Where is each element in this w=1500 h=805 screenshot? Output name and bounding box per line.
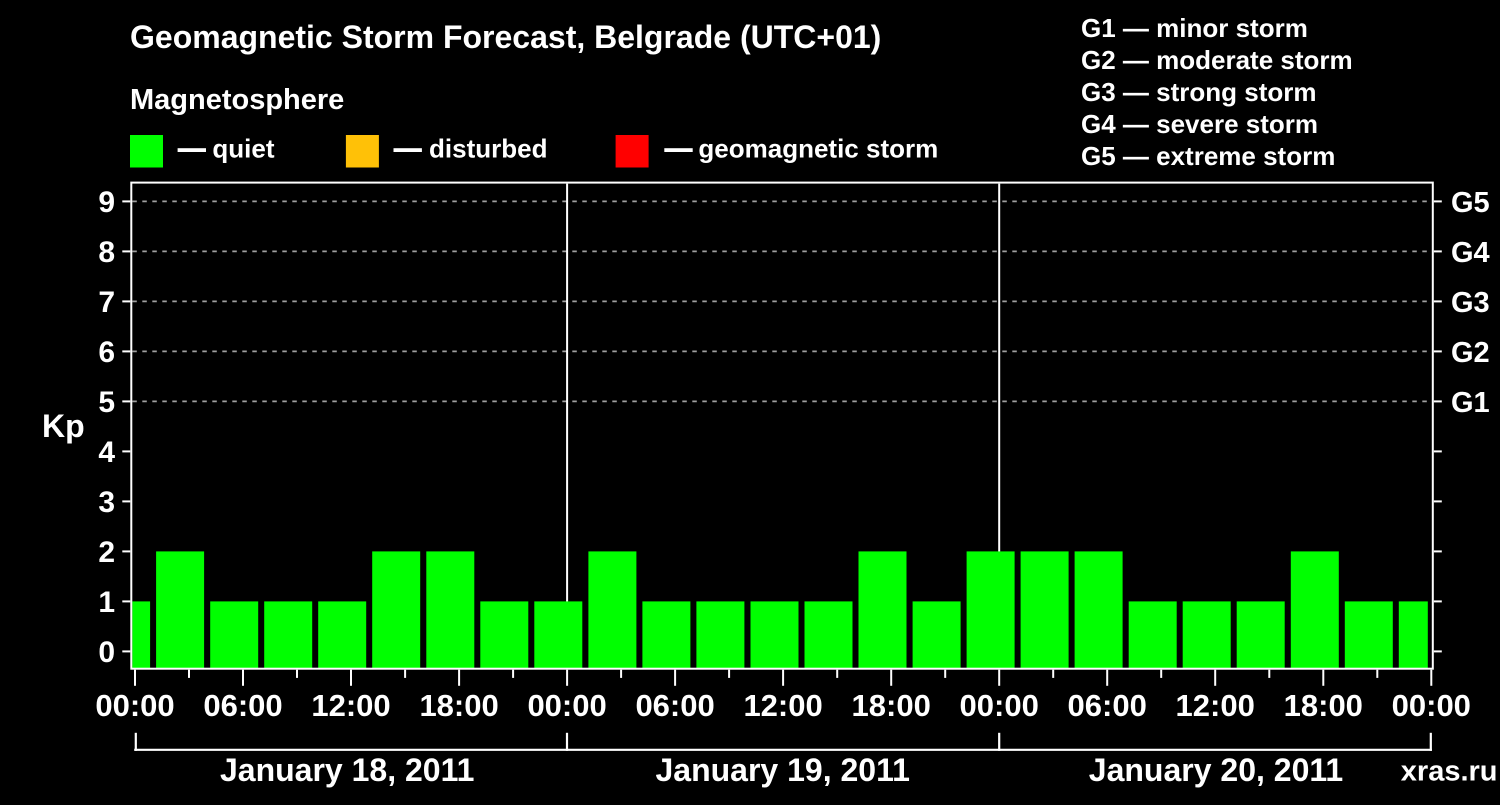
- svg-text:2: 2: [98, 536, 115, 569]
- svg-text:06:00: 06:00: [203, 688, 282, 723]
- svg-text:January 18, 2011: January 18, 2011: [220, 752, 474, 788]
- svg-text:0: 0: [98, 636, 115, 669]
- svg-text:disturbed: disturbed: [429, 134, 547, 164]
- svg-text:5: 5: [98, 386, 115, 419]
- svg-text:G4 — severe storm: G4 — severe storm: [1081, 109, 1318, 139]
- svg-text:00:00: 00:00: [1392, 688, 1471, 723]
- svg-text:8: 8: [98, 236, 115, 269]
- svg-text:18:00: 18:00: [419, 688, 498, 723]
- svg-text:7: 7: [98, 286, 115, 319]
- svg-text:18:00: 18:00: [1284, 688, 1363, 723]
- svg-text:6: 6: [98, 336, 115, 369]
- svg-text:1: 1: [98, 586, 115, 619]
- svg-text:G4: G4: [1451, 237, 1490, 269]
- svg-text:G5 — extreme storm: G5 — extreme storm: [1081, 141, 1335, 171]
- svg-text:Magnetosphere: Magnetosphere: [130, 84, 344, 116]
- svg-text:3: 3: [98, 486, 115, 519]
- svg-text:4: 4: [98, 436, 115, 469]
- svg-text:00:00: 00:00: [960, 688, 1039, 723]
- svg-text:06:00: 06:00: [635, 688, 714, 723]
- svg-text:G5: G5: [1451, 187, 1490, 219]
- svg-text:G1: G1: [1451, 387, 1490, 419]
- svg-text:12:00: 12:00: [1176, 688, 1255, 723]
- svg-text:18:00: 18:00: [852, 688, 931, 723]
- svg-text:January 20, 2011: January 20, 2011: [1089, 752, 1343, 788]
- svg-text:Geomagnetic Storm Forecast, Be: Geomagnetic Storm Forecast, Belgrade (UT…: [130, 19, 881, 55]
- svg-text:00:00: 00:00: [527, 688, 606, 723]
- svg-text:G2: G2: [1451, 337, 1490, 369]
- svg-text:G2 — moderate storm: G2 — moderate storm: [1081, 45, 1353, 75]
- svg-text:G1 — minor storm: G1 — minor storm: [1081, 13, 1308, 43]
- svg-text:January 19, 2011: January 19, 2011: [655, 752, 909, 788]
- svg-text:G3 — strong storm: G3 — strong storm: [1081, 77, 1316, 107]
- svg-text:G3: G3: [1451, 287, 1490, 319]
- svg-text:00:00: 00:00: [95, 688, 174, 723]
- svg-text:9: 9: [98, 186, 115, 219]
- svg-text:geomagnetic storm: geomagnetic storm: [698, 134, 938, 164]
- svg-text:Kp: Kp: [42, 408, 85, 444]
- svg-text:xras.ru: xras.ru: [1401, 755, 1498, 787]
- svg-text:12:00: 12:00: [311, 688, 390, 723]
- svg-text:12:00: 12:00: [743, 688, 822, 723]
- svg-text:quiet: quiet: [212, 134, 274, 164]
- svg-text:06:00: 06:00: [1068, 688, 1147, 723]
